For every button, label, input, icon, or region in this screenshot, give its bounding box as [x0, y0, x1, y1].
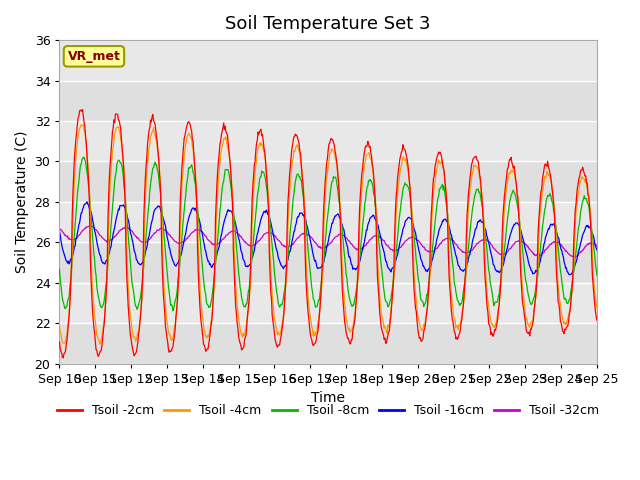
Tsoil -32cm	[593, 243, 601, 249]
Legend: Tsoil -2cm, Tsoil -4cm, Tsoil -8cm, Tsoil -16cm, Tsoil -32cm: Tsoil -2cm, Tsoil -4cm, Tsoil -8cm, Tsoi…	[52, 399, 604, 422]
Tsoil -4cm	[427, 264, 435, 270]
Bar	[60, 161, 597, 202]
Tsoil -2cm	[374, 274, 381, 280]
Tsoil -32cm	[545, 244, 552, 250]
Tsoil -2cm	[427, 232, 435, 238]
Tsoil -32cm	[56, 227, 63, 232]
Tsoil -4cm	[96, 341, 104, 347]
Tsoil -2cm	[79, 107, 86, 112]
Line: Tsoil -32cm: Tsoil -32cm	[60, 226, 597, 257]
Tsoil -16cm	[174, 260, 182, 265]
Tsoil -2cm	[545, 167, 553, 172]
Tsoil -32cm	[426, 248, 433, 254]
Line: Tsoil -16cm: Tsoil -16cm	[60, 202, 597, 275]
Tsoil -4cm	[79, 122, 87, 128]
Tsoil -2cm	[593, 317, 601, 323]
Tsoil -2cm	[198, 326, 206, 332]
Tsoil -4cm	[374, 253, 381, 259]
Tsoil -2cm	[56, 339, 63, 345]
Bar	[60, 242, 597, 283]
Tsoil -16cm	[83, 199, 91, 205]
Tsoil -4cm	[593, 305, 601, 311]
Tsoil -16cm	[566, 272, 574, 278]
Tsoil -8cm	[545, 193, 553, 199]
Tsoil -16cm	[593, 247, 601, 253]
Tsoil -16cm	[321, 255, 328, 261]
Tsoil -8cm	[593, 272, 601, 278]
Tsoil -2cm	[175, 265, 183, 271]
Tsoil -2cm	[60, 355, 67, 360]
Tsoil -4cm	[198, 311, 206, 316]
Tsoil -32cm	[86, 223, 94, 229]
Line: Tsoil -8cm: Tsoil -8cm	[60, 157, 597, 311]
Tsoil -32cm	[571, 254, 579, 260]
Tsoil -16cm	[426, 264, 433, 270]
Tsoil -8cm	[169, 308, 177, 313]
Tsoil -4cm	[545, 171, 553, 177]
Tsoil -8cm	[374, 224, 381, 230]
Title: Soil Temperature Set 3: Soil Temperature Set 3	[225, 15, 431, 33]
Bar	[60, 323, 597, 364]
Tsoil -8cm	[56, 266, 63, 272]
Tsoil -8cm	[175, 271, 183, 277]
Line: Tsoil -2cm: Tsoil -2cm	[60, 109, 597, 358]
Tsoil -16cm	[198, 228, 205, 234]
Line: Tsoil -4cm: Tsoil -4cm	[60, 125, 597, 344]
Tsoil -32cm	[321, 245, 328, 251]
Tsoil -32cm	[198, 229, 205, 235]
Tsoil -32cm	[373, 233, 381, 239]
Tsoil -2cm	[321, 179, 329, 184]
Y-axis label: Soil Temperature (C): Soil Temperature (C)	[15, 131, 29, 273]
Tsoil -8cm	[427, 266, 435, 272]
Tsoil -8cm	[321, 239, 329, 244]
Tsoil -8cm	[80, 154, 88, 160]
Tsoil -4cm	[56, 324, 63, 330]
X-axis label: Time: Time	[311, 391, 345, 405]
Tsoil -8cm	[198, 259, 206, 264]
Tsoil -16cm	[545, 226, 552, 232]
Tsoil -16cm	[56, 228, 63, 234]
Text: VR_met: VR_met	[68, 50, 120, 63]
Tsoil -32cm	[174, 240, 182, 246]
Bar	[60, 81, 597, 121]
Tsoil -4cm	[321, 195, 329, 201]
Tsoil -16cm	[373, 219, 381, 225]
Tsoil -4cm	[175, 276, 183, 282]
